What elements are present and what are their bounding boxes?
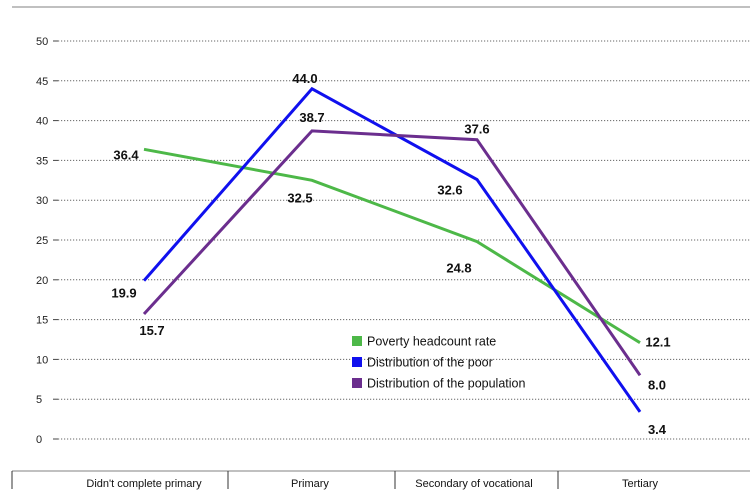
data-label-2-0: 15.7 bbox=[139, 323, 164, 338]
legend-label-0: Poverty headcount rate bbox=[367, 335, 496, 349]
y-tick-label-20: 20 bbox=[36, 275, 48, 287]
x-tick-label-0: Didn't complete primary bbox=[86, 478, 202, 490]
grid-layer bbox=[58, 40, 750, 440]
data-label-2-3: 8.0 bbox=[648, 377, 666, 392]
data-label-0-3: 12.1 bbox=[645, 335, 670, 350]
y-tick-label-0: 0 bbox=[36, 434, 42, 446]
y-tick-label-15: 15 bbox=[36, 315, 48, 327]
data-label-1-0: 19.9 bbox=[111, 286, 136, 301]
y-tick-label-25: 25 bbox=[36, 235, 48, 247]
x-tick-label-1: Primary bbox=[291, 478, 329, 490]
legend-swatch-1 bbox=[352, 357, 362, 367]
series-line-0 bbox=[143, 147, 641, 344]
x-tick-label-3: Tertiary bbox=[622, 478, 659, 490]
series-layer bbox=[142, 86, 642, 413]
data-label-1-1: 44.0 bbox=[292, 71, 317, 86]
legend-swatch-2 bbox=[352, 378, 362, 388]
data-label-0-0: 36.4 bbox=[113, 147, 139, 162]
legend-label-2: Distribution of the population bbox=[367, 377, 525, 391]
y-tick-label-45: 45 bbox=[36, 76, 48, 88]
legend-swatch-0 bbox=[352, 336, 362, 346]
data-label-1-3: 3.4 bbox=[648, 422, 667, 437]
y-tick-label-35: 35 bbox=[36, 155, 48, 167]
data-label-2-1: 38.7 bbox=[299, 110, 324, 125]
y-tick-label-30: 30 bbox=[36, 195, 48, 207]
y-tick-label-10: 10 bbox=[36, 354, 48, 366]
y-tick-label-50: 50 bbox=[36, 36, 48, 48]
axis-layer: 0 5 10 15 20 25 30 35 40 45 50 Didn't complete prim… bbox=[11, 36, 750, 490]
data-label-0-2: 24.8 bbox=[446, 261, 471, 276]
data-label-1-2: 32.6 bbox=[437, 183, 462, 198]
series-line-2 bbox=[142, 129, 642, 377]
legend: Poverty headcount rate Distribution of th… bbox=[352, 335, 525, 391]
y-tick-label-5: 5 bbox=[36, 394, 42, 406]
data-label-0-1: 32.5 bbox=[287, 190, 312, 205]
y-tick-label-40: 40 bbox=[36, 116, 48, 128]
legend-label-1: Distribution of the poor bbox=[367, 356, 493, 370]
data-label-layer: 36.4 32.5 24.8 12.1 19.9 44.0 32.6 3.4 15.7 38.7 3… bbox=[111, 71, 670, 437]
data-label-2-2: 37.6 bbox=[464, 122, 489, 137]
x-tick-label-2: Secondary of vocational bbox=[415, 478, 532, 490]
